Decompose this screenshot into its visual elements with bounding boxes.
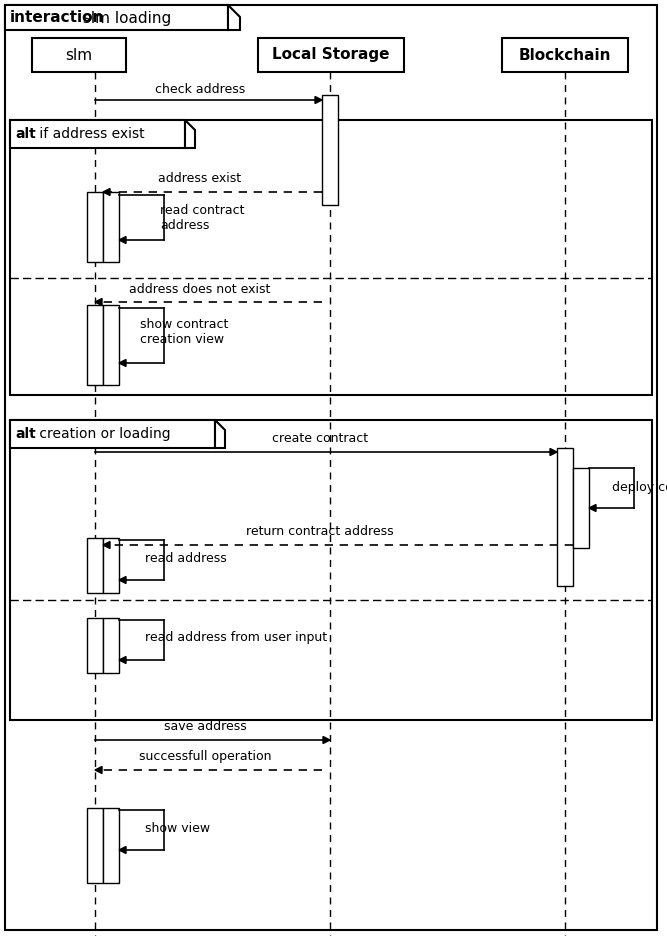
Polygon shape (589, 505, 596, 511)
Text: alt: alt (15, 127, 36, 141)
Bar (10, 120, 652, 395)
Bar (32, 38, 126, 72)
Bar (10, 420, 215, 448)
Polygon shape (550, 448, 557, 456)
Bar (103, 192, 119, 262)
Text: show view: show view (145, 822, 210, 835)
Text: read address: read address (145, 552, 227, 565)
Bar (103, 808, 119, 883)
Text: check address: check address (155, 83, 245, 96)
Bar (322, 95, 338, 205)
Polygon shape (95, 299, 102, 306)
Text: interaction: interaction (10, 10, 104, 25)
Polygon shape (323, 737, 330, 744)
Polygon shape (315, 97, 322, 103)
Bar (87, 192, 103, 262)
Text: if address exist: if address exist (35, 127, 145, 141)
Bar (10, 420, 652, 720)
Bar (87, 538, 103, 593)
Bar (10, 120, 185, 148)
Bar (573, 468, 589, 548)
Bar (87, 305, 103, 385)
Bar (502, 38, 628, 72)
Text: show contract
creation view: show contract creation view (140, 318, 228, 346)
Text: read contract
address: read contract address (160, 204, 245, 232)
Bar (87, 808, 103, 883)
Bar (5, 5, 228, 30)
Text: create contract: create contract (272, 432, 368, 445)
Bar (557, 448, 573, 586)
Polygon shape (119, 576, 126, 584)
Polygon shape (103, 541, 110, 549)
Text: Blockchain: Blockchain (519, 48, 611, 62)
Text: deploy contract: deploy contract (612, 481, 667, 494)
Polygon shape (215, 420, 225, 448)
Text: slm: slm (65, 48, 93, 62)
Text: successfull operation: successfull operation (139, 750, 271, 763)
Polygon shape (119, 847, 126, 854)
Polygon shape (185, 120, 195, 148)
Polygon shape (119, 656, 126, 664)
Bar (103, 305, 119, 385)
Bar (87, 618, 103, 673)
Text: alt: alt (15, 427, 36, 441)
Text: address does not exist: address does not exist (129, 283, 271, 296)
Text: return contract address: return contract address (246, 525, 394, 538)
Polygon shape (119, 237, 126, 243)
Polygon shape (103, 189, 110, 196)
Text: address exist: address exist (159, 172, 241, 185)
Polygon shape (119, 359, 126, 367)
Bar (103, 538, 119, 593)
Bar (103, 618, 119, 673)
Bar (258, 38, 404, 72)
Polygon shape (95, 766, 102, 774)
Text: creation or loading: creation or loading (35, 427, 171, 441)
Text: Local Storage: Local Storage (272, 48, 390, 62)
Polygon shape (228, 5, 240, 30)
Text: read address from user input: read address from user input (145, 632, 327, 645)
Text: save address: save address (163, 720, 246, 733)
Text: slm loading: slm loading (78, 10, 171, 25)
